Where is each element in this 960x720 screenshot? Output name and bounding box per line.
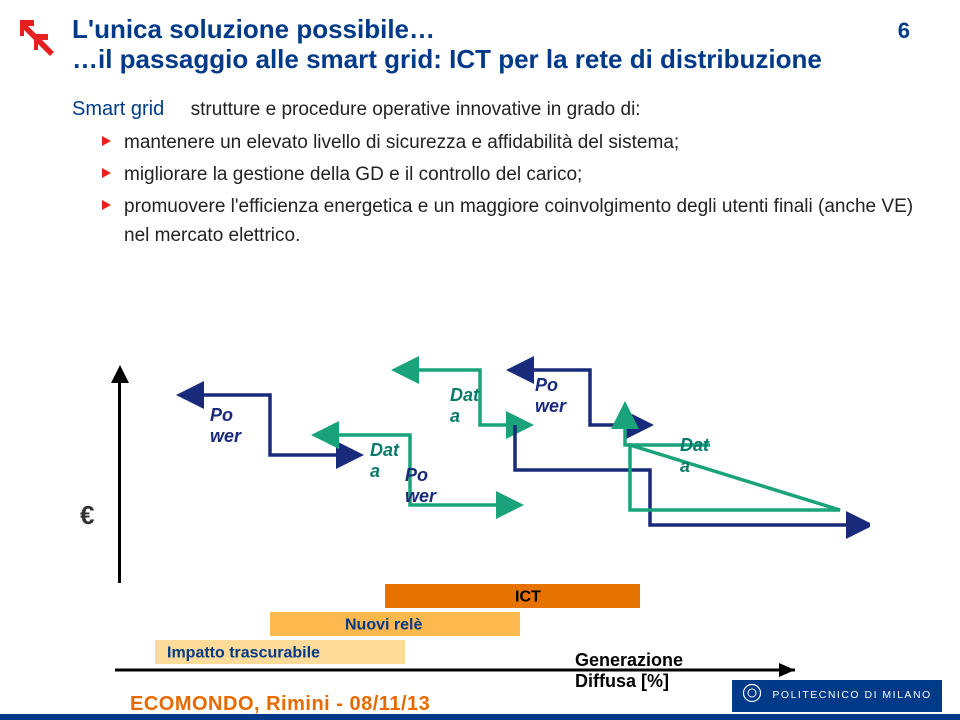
svg-text:ICT: ICT	[515, 588, 541, 605]
svg-text:Nuovi relè: Nuovi relè	[345, 616, 422, 633]
bullet-item: promuovere l'efficienza energetica e un …	[102, 192, 920, 250]
title-line-2: …il passaggio alle smart grid: ICT per l…	[72, 44, 930, 74]
lead-row: Smart grid strutture e procedure operati…	[72, 95, 920, 124]
polimi-logo: POLITECNICO DI MILANO	[732, 680, 942, 712]
flow-data-label: Dat a	[370, 440, 399, 482]
bullet-item: migliorare la gestione della GD e il con…	[102, 160, 920, 189]
footer-band	[0, 714, 960, 720]
lead-label: Smart grid	[72, 98, 164, 120]
penetration-cost-chart: Impatto trascurabile Nuovi relè ICT	[155, 565, 795, 685]
euro-symbol: €	[80, 500, 94, 531]
title-line-1: L'unica soluzione possibile…	[72, 14, 930, 44]
flow-power-label: Po wer	[405, 465, 436, 507]
bullet-item: mantenere un elevato livello di sicurezz…	[102, 128, 920, 157]
body-content: Smart grid strutture e procedure operati…	[72, 95, 920, 253]
flow-power-label: Po wer	[535, 375, 566, 417]
power-data-flow-diagram: Po werDat aPo werDat aPo werDat a	[150, 355, 870, 545]
lead-text: strutture e procedure operative innovati…	[191, 99, 641, 120]
slide-arrow-icon	[14, 14, 58, 63]
flow-data-label: Dat a	[680, 435, 709, 477]
svg-text:Impatto trascurabile: Impatto trascurabile	[167, 644, 320, 661]
flow-power-label: Po wer	[210, 405, 241, 447]
x-axis-label: Generazione Diffusa [%]	[575, 650, 683, 692]
flow-data-label: Dat a	[450, 385, 479, 427]
euro-axis-arrow	[107, 365, 131, 585]
footer-text: ECOMONDO, Rimini - 08/11/13	[130, 693, 430, 716]
slide-title: L'unica soluzione possibile… …il passagg…	[72, 14, 930, 74]
bullet-list: mantenere un elevato livello di sicurezz…	[102, 128, 920, 250]
